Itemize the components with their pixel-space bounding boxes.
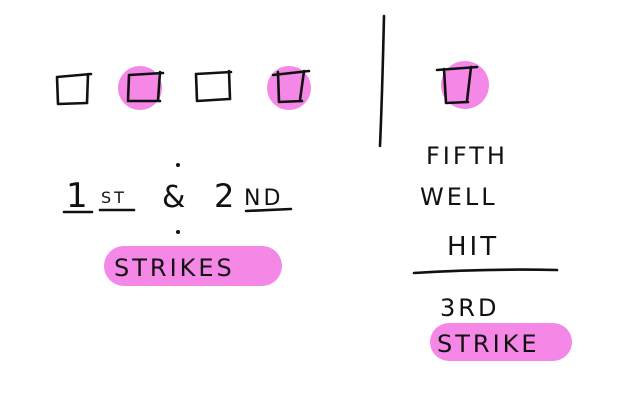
label-hit: HIT [447, 232, 499, 262]
label-well: WELL [420, 183, 498, 211]
ampersand-dot-top [176, 163, 180, 167]
label-second-number: 2 [214, 177, 237, 215]
label-first-suffix: ST [101, 188, 127, 207]
well-4-square [271, 69, 311, 104]
well-1-square [55, 72, 93, 106]
well-2-square [126, 70, 165, 103]
label-third: 3RD [440, 294, 499, 322]
well-3-square [194, 69, 233, 103]
label-second-suffix: ND [244, 186, 283, 211]
fifth-well-highlight [441, 61, 489, 109]
well-4 [267, 66, 311, 110]
label-first-number: 1 [66, 176, 91, 216]
well-3 [194, 69, 233, 103]
second-suffix-underline [244, 207, 293, 213]
label-ampersand: & [162, 180, 188, 215]
well-2 [118, 66, 165, 110]
fifth-well [435, 61, 489, 109]
fraction-line [412, 268, 559, 275]
left-well-row [55, 66, 311, 110]
fifth-well-square [435, 65, 479, 105]
label-fifth: FIFTH [426, 142, 508, 170]
label-strike: STRIKE [437, 330, 540, 358]
label-strikes: STRIKES [114, 254, 235, 282]
well-1 [55, 72, 93, 106]
ampersand-dot-bottom [176, 230, 180, 234]
divider-line [378, 14, 386, 148]
strike-highlight [430, 323, 572, 361]
strikes-highlight [104, 246, 282, 286]
